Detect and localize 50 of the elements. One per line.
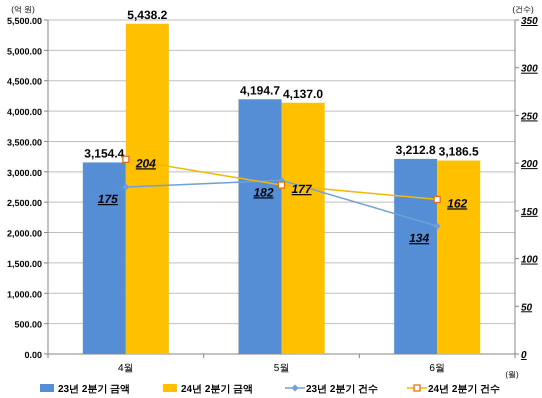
data-label: 182 [253, 185, 274, 200]
data-label: 162 [447, 196, 468, 210]
data-label: 177 [292, 182, 313, 196]
y-tick-label: 4,500.00 [6, 76, 42, 87]
y-tick-label: 5,000.00 [6, 46, 42, 56]
y2-axis-title: (건수) [512, 5, 534, 14]
data-label: 3,186.5 [438, 144, 480, 158]
y2-tick-label: 300 [521, 64, 538, 75]
bar [394, 158, 438, 354]
legend-label: 23년 2분기 금액 [58, 384, 130, 395]
data-label: 134 [409, 231, 430, 246]
y-axis-title: (억 원) [11, 5, 36, 14]
y2-tick-label: 150 [521, 206, 538, 218]
y2-tick-label: 250 [520, 111, 538, 122]
data-label: 4,194.7 [240, 83, 280, 98]
y2-tick-label: 100 [521, 254, 538, 266]
y2-tick-label: 350 [521, 16, 538, 27]
data-label: 3,212.8 [396, 142, 436, 157]
bar [437, 160, 480, 354]
y-tick-label: 2,000.00 [6, 228, 42, 239]
bar [82, 162, 126, 354]
point [122, 184, 130, 190]
y2-tick-label: 50 [521, 302, 533, 314]
bar [126, 24, 169, 354]
y-tick-label: 1,500.00 [6, 258, 42, 269]
y2-tick-label: 0 [521, 350, 527, 361]
y-tick-label: 3,500.00 [6, 137, 42, 148]
data-label: 175 [98, 192, 118, 206]
data-label: 5,438.2 [127, 8, 168, 22]
y-tick-label: 2,500.00 [6, 198, 42, 208]
legend-label: 23년 2분기 건수 [306, 384, 378, 395]
data-label: 4,137.0 [282, 86, 324, 101]
x-tick-label: 4월 [118, 363, 134, 374]
y-tick-label: 1,000.00 [6, 289, 42, 300]
x-tick-label: 5월 [274, 363, 290, 374]
y-tick-label: 500.00 [14, 320, 42, 330]
bar [282, 102, 324, 354]
y-tick-label: 5,500.00 [6, 16, 42, 26]
legend-label: 24년 2분기 건수 [428, 384, 500, 395]
y-tick-label: 4,000.00 [6, 107, 42, 118]
y-tick-label: 0.00 [24, 350, 42, 360]
y2-tick-label: 200 [520, 159, 538, 170]
x-tick-label: 6월 [429, 363, 445, 374]
data-label: 3,154.4 [84, 146, 125, 160]
x-axis-title: (월) [505, 370, 519, 379]
data-label: 204 [134, 156, 156, 170]
bar [238, 99, 282, 354]
y-tick-label: 3,000.00 [6, 168, 42, 178]
legend-label: 24년 2분기 금액 [181, 384, 254, 395]
point [434, 222, 441, 230]
